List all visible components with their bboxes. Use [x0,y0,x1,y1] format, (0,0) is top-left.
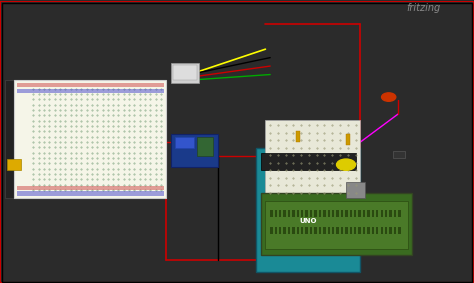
Bar [270,210,273,217]
Bar [297,210,299,217]
Bar [345,210,347,217]
Bar [305,227,308,234]
Circle shape [382,93,396,101]
Bar [358,210,361,217]
Bar [323,210,326,217]
Bar [328,210,330,217]
Bar [381,210,383,217]
Bar [345,227,347,234]
Bar [292,227,295,234]
Bar [393,151,405,158]
Bar [346,134,350,145]
Bar [17,186,164,190]
Bar [310,227,312,234]
Bar [197,136,213,156]
Bar [350,227,352,234]
Bar [337,210,339,217]
Bar [274,227,277,234]
Bar [394,210,396,217]
Bar [7,159,21,170]
Bar [337,227,339,234]
Bar [394,227,396,234]
Bar [332,210,334,217]
Bar [17,83,164,87]
Bar [301,227,303,234]
Bar [376,210,378,217]
Bar [310,210,312,217]
Bar [341,227,343,234]
Bar [372,210,374,217]
Bar [341,210,343,217]
Bar [261,153,356,170]
Circle shape [337,159,356,170]
Bar [301,210,303,217]
Bar [346,182,365,198]
Bar [323,227,326,234]
Bar [328,227,330,234]
Bar [398,227,401,234]
Bar [283,227,286,234]
Bar [381,227,383,234]
Bar [265,201,408,249]
Bar [297,227,299,234]
Bar [319,210,321,217]
Bar [314,210,317,217]
Bar [385,210,387,217]
Bar [274,210,277,217]
Bar [376,227,378,234]
Bar [283,210,286,217]
Bar [296,131,300,142]
Bar [363,227,365,234]
Bar [256,148,360,272]
Bar [17,191,164,196]
Bar [5,80,33,198]
Bar [279,210,282,217]
Bar [314,227,317,234]
Bar [171,134,218,168]
Bar [288,210,290,217]
Bar [358,227,361,234]
Bar [372,227,374,234]
Bar [389,210,392,217]
Bar [389,227,392,234]
Bar [173,65,197,80]
Bar [385,227,387,234]
Bar [367,210,370,217]
Bar [367,227,370,234]
Bar [270,227,273,234]
Bar [350,210,352,217]
Bar [288,227,290,234]
Bar [175,136,194,148]
Bar [279,227,282,234]
Bar [171,63,199,83]
Text: UNO: UNO [300,218,317,224]
Bar [261,193,412,255]
Bar [292,210,295,217]
Bar [363,210,365,217]
Bar [332,227,334,234]
Bar [354,227,356,234]
Bar [398,210,401,217]
Bar [265,120,360,198]
Bar [354,210,356,217]
Bar [305,210,308,217]
Text: fritzing: fritzing [407,3,441,12]
Bar [17,89,164,93]
Bar [14,80,166,198]
Bar [319,227,321,234]
